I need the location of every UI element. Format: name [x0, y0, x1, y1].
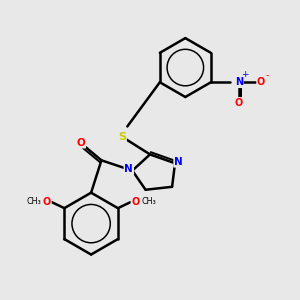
- Text: O: O: [257, 77, 265, 87]
- Text: O: O: [235, 98, 243, 108]
- Text: -: -: [266, 71, 269, 80]
- Text: O: O: [131, 197, 140, 207]
- Text: O: O: [43, 197, 51, 207]
- Text: CH₃: CH₃: [141, 197, 156, 206]
- Text: +: +: [242, 70, 249, 80]
- Text: S: S: [118, 132, 126, 142]
- Text: N: N: [124, 164, 133, 174]
- Text: CH₃: CH₃: [26, 197, 41, 206]
- Text: N: N: [235, 77, 243, 87]
- Text: O: O: [76, 138, 85, 148]
- Text: N: N: [174, 157, 183, 167]
